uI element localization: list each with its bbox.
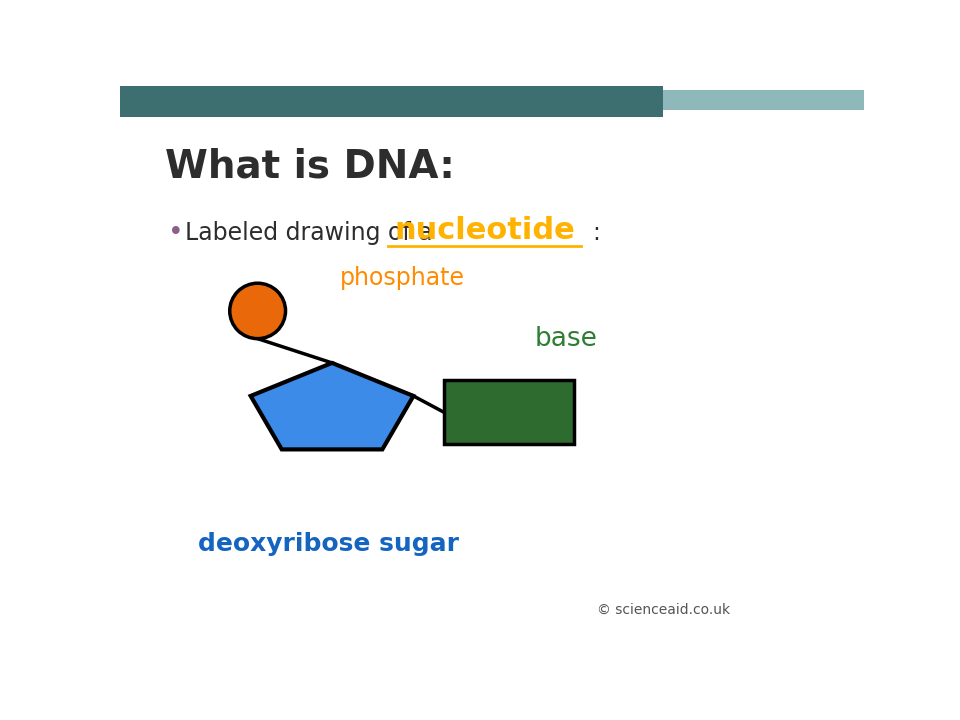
Text: phosphate: phosphate [340,266,466,289]
Text: Labeled drawing of a: Labeled drawing of a [185,221,441,246]
Ellipse shape [229,283,285,338]
Bar [626,90,864,110]
Text: What is DNA:: What is DNA: [165,148,454,186]
Text: base: base [535,325,598,351]
Text: nucleotide: nucleotide [395,216,575,245]
Bar [444,380,574,444]
Text: :: : [592,221,600,246]
Polygon shape [251,363,414,449]
Text: deoxyribose sugar: deoxyribose sugar [198,532,459,556]
Bar [120,86,663,117]
Text: •: • [168,220,184,246]
Text: © scienceaid.co.uk: © scienceaid.co.uk [596,603,730,617]
